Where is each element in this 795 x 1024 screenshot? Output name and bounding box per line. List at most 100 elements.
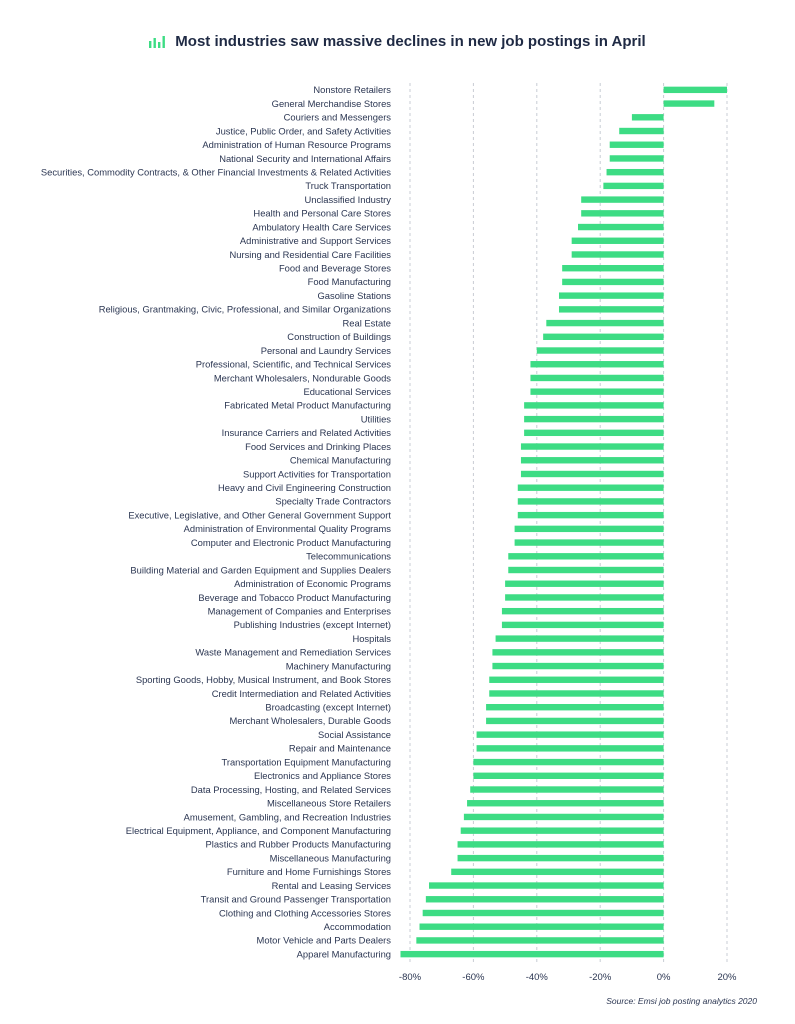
bar xyxy=(463,813,664,821)
category-label: Construction of Buildings xyxy=(287,331,391,342)
bar xyxy=(606,168,664,176)
bar xyxy=(514,539,664,546)
bar xyxy=(517,511,664,519)
category-label: Hospitals xyxy=(352,633,391,644)
bar xyxy=(508,553,664,560)
bar xyxy=(558,306,664,313)
category-label: Management of Companies and Enterprises xyxy=(208,605,392,616)
bar xyxy=(663,86,727,94)
category-label: Support Activities for Transportation xyxy=(243,468,391,479)
bar xyxy=(603,182,664,190)
bar xyxy=(451,868,664,876)
category-label: Religious, Grantmaking, Civic, Professio… xyxy=(99,304,392,315)
bar xyxy=(425,896,664,903)
category-label: Couriers and Messengers xyxy=(284,112,392,123)
bar xyxy=(562,278,664,286)
bar xyxy=(543,333,664,340)
bar xyxy=(619,127,664,135)
bar xyxy=(562,265,664,272)
bar xyxy=(492,662,664,670)
x-tick-label: -20% xyxy=(589,972,612,983)
bar xyxy=(492,649,664,656)
bar xyxy=(416,937,664,944)
category-label: Credit Intermediation and Related Activi… xyxy=(212,688,392,699)
bar xyxy=(514,525,664,533)
bar xyxy=(609,155,664,162)
bar xyxy=(609,141,664,148)
category-label: Merchant Wholesalers, Nondurable Goods xyxy=(214,372,391,383)
category-label: Administrative and Support Services xyxy=(240,235,391,246)
bar xyxy=(473,772,664,779)
category-label: General Merchandise Stores xyxy=(272,98,392,109)
category-label: Merchant Wholesalers, Durable Goods xyxy=(229,715,391,726)
bar xyxy=(581,196,664,203)
category-label: Insurance Carriers and Related Activitie… xyxy=(222,427,392,438)
category-label: Food Services and Drinking Places xyxy=(245,441,391,452)
bar xyxy=(476,731,664,738)
bar xyxy=(558,292,664,299)
x-tick-label: 0% xyxy=(657,972,671,983)
category-label: Fabricated Metal Product Manufacturing xyxy=(224,400,391,411)
bar xyxy=(578,223,664,231)
bar xyxy=(495,635,664,642)
bar xyxy=(505,594,664,601)
bar xyxy=(476,745,664,752)
bar xyxy=(467,800,664,807)
bar xyxy=(457,854,664,862)
category-label: Data Processing, Hosting, and Related Se… xyxy=(191,784,391,795)
x-tick-label: -80% xyxy=(399,972,422,983)
bar xyxy=(517,484,664,491)
bar xyxy=(457,841,664,848)
category-label: Telecommunications xyxy=(306,551,391,562)
category-label: Motor Vehicle and Parts Dealers xyxy=(257,935,392,946)
category-label: Real Estate xyxy=(343,317,391,328)
x-tick-label: -40% xyxy=(526,972,549,983)
bar xyxy=(501,621,664,629)
category-label: Miscellaneous Manufacturing xyxy=(270,852,391,863)
category-label: Broadcasting (except Internet) xyxy=(265,702,391,713)
bar xyxy=(581,210,664,217)
category-label: Nursing and Residential Care Facilities xyxy=(229,249,391,260)
category-label: Heavy and Civil Engineering Construction xyxy=(218,482,391,493)
category-label: Transit and Ground Passenger Transportat… xyxy=(201,894,391,905)
bar xyxy=(631,114,664,121)
category-label: Educational Services xyxy=(303,386,391,397)
chart-title: Most industries saw massive declines in … xyxy=(175,33,646,50)
category-label: Transportation Equipment Manufacturing xyxy=(221,756,391,767)
chart-title-row: Most industries saw massive declines in … xyxy=(149,33,646,50)
category-label: Administration of Environmental Quality … xyxy=(184,523,392,534)
bar xyxy=(524,415,664,423)
category-label: Plastics and Rubber Products Manufacturi… xyxy=(205,839,391,850)
category-label: Publishing Industries (except Internet) xyxy=(234,619,391,630)
source-note: Source: Emsi job posting analytics 2020 xyxy=(606,996,757,1006)
category-label: Waste Management and Remediation Service… xyxy=(195,647,391,658)
category-label: Truck Transportation xyxy=(305,180,391,191)
bar xyxy=(473,758,664,766)
category-label: Electronics and Appliance Stores xyxy=(254,770,391,781)
bar xyxy=(530,361,664,368)
category-label: Electrical Equipment, Appliance, and Com… xyxy=(126,825,391,836)
bar xyxy=(489,676,664,683)
category-label: Furniture and Home Furnishings Stores xyxy=(227,866,391,877)
category-label: Building Material and Garden Equipment a… xyxy=(130,564,391,575)
bar xyxy=(489,690,664,697)
category-label: Personal and Laundry Services xyxy=(261,345,392,356)
category-label: Rental and Leasing Services xyxy=(272,880,392,891)
category-label: Computer and Electronic Product Manufact… xyxy=(191,537,391,548)
category-label: Miscellaneous Store Retailers xyxy=(267,798,391,809)
bar xyxy=(470,786,664,793)
bar xyxy=(524,402,664,409)
category-label: Executive, Legislative, and Other Genera… xyxy=(128,509,391,520)
bar xyxy=(530,374,664,382)
x-tick-label: -60% xyxy=(462,972,485,983)
bar xyxy=(508,566,664,574)
category-label: National Security and International Affa… xyxy=(219,153,391,164)
bar xyxy=(501,607,664,615)
x-tick-label: 20% xyxy=(717,972,737,983)
category-label: Amusement, Gambling, and Recreation Indu… xyxy=(184,811,392,822)
bar xyxy=(663,100,715,107)
category-label: Chemical Manufacturing xyxy=(290,455,391,466)
bar xyxy=(419,923,664,930)
bar xyxy=(520,443,664,450)
